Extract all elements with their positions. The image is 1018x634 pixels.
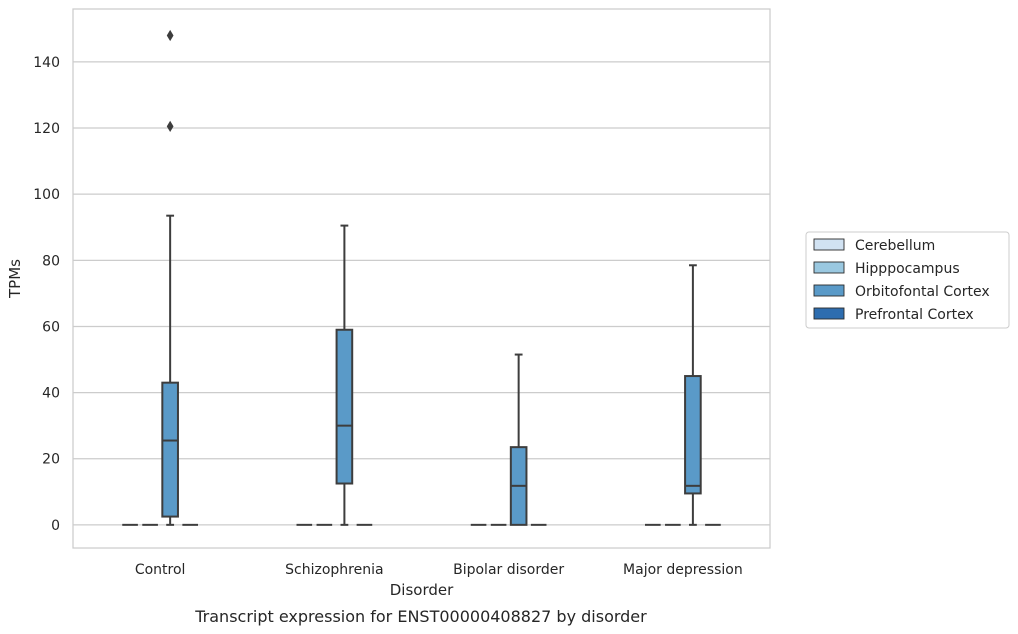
box-0-2 [161,29,179,526]
y-axis-label: TPMs [6,259,24,299]
legend-swatch [813,238,845,251]
box-body [161,381,179,518]
legend-label: Orbitofontal Cortex [855,284,990,300]
box-body [335,328,354,485]
plot-frame [72,8,771,549]
box-3-2 [684,264,702,526]
y-tick-label: 20 [42,452,60,468]
outlier-point [166,29,174,42]
box-body [684,375,702,495]
y-tick-label: 80 [42,253,60,269]
legend-label: Prefrontal Cortex [855,307,974,323]
legend-swatch [813,307,845,320]
outlier-point [166,120,174,133]
legend-swatch [813,261,845,274]
y-tick-label: 140 [33,55,60,71]
y-tick-label: 0 [51,518,60,534]
y-tick-label: 60 [42,319,60,335]
legend-swatch [813,284,845,297]
y-tick-labels: 0 20 40 60 80 100 120 140 [33,55,60,534]
y-tick-label: 120 [33,121,60,137]
legend: Cerebellum Hipppocampus Orbitofontal Corte… [805,231,1010,329]
x-axis-label: Disorder [390,581,454,599]
x-tick-label: Control [135,562,186,578]
box-series [122,29,721,526]
legend-label: Hipppocampus [855,261,960,277]
legend-label: Cerebellum [855,238,935,254]
y-tick-label: 100 [33,187,60,203]
gridlines [73,61,770,526]
box-1-2 [335,224,354,526]
x-tick-label: Bipolar disorder [453,562,564,578]
box-2-2 [509,353,528,526]
axes [72,8,771,549]
legend-frame [805,231,1010,329]
x-tick-labels: Control Schizophrenia Bipolar disorder Majo… [135,562,743,578]
chart-caption: Transcript expression for ENST0000040882… [194,607,647,626]
x-tick-label: Schizophrenia [285,562,383,578]
x-tick-label: Major depression [623,562,743,578]
y-tick-label: 40 [42,386,60,402]
